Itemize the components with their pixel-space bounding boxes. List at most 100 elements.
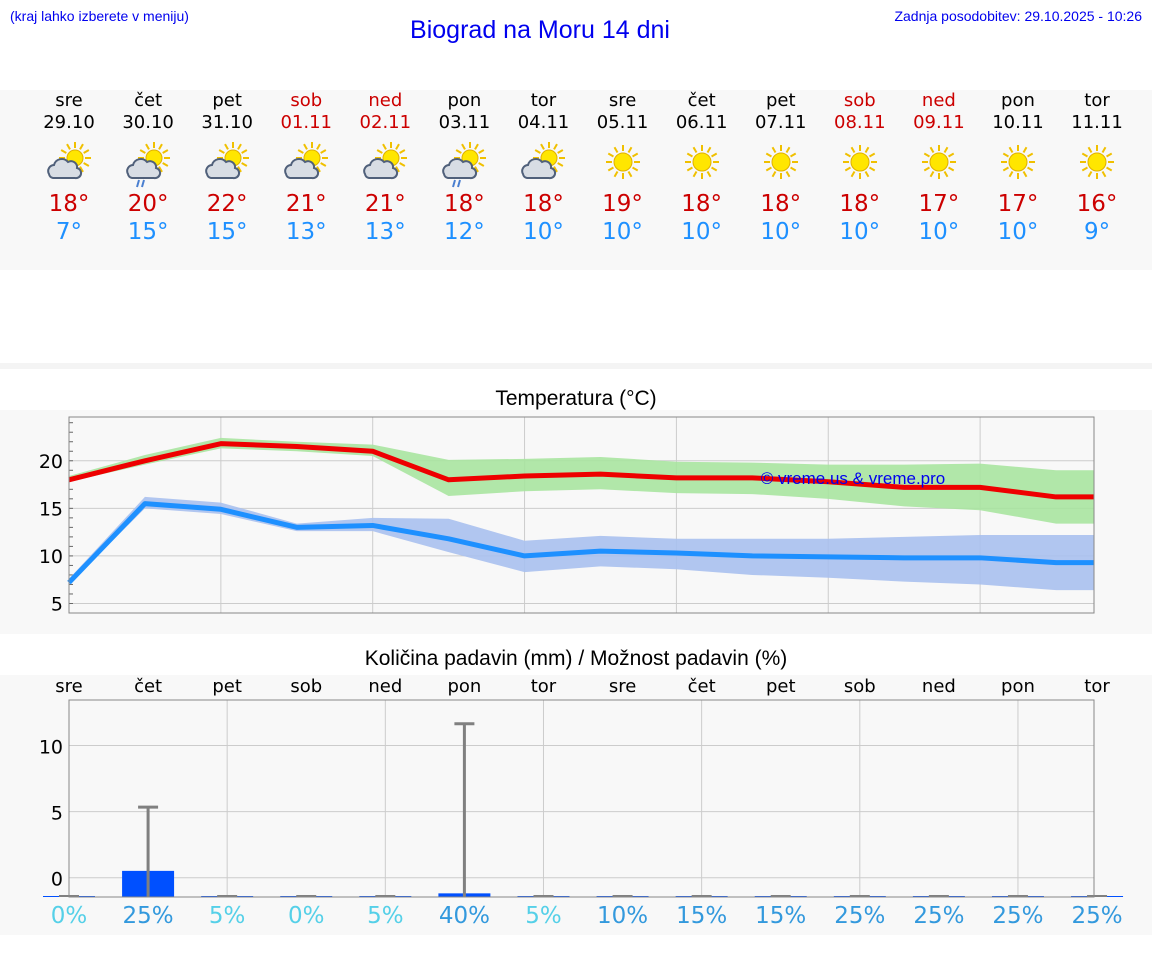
day-column: sre 05.11 19° 10°: [583, 90, 663, 246]
temp-max: 21°: [364, 191, 406, 217]
day-date: 06.11: [675, 112, 728, 133]
day-column: tor 11.11 16° 9°: [1057, 90, 1137, 246]
sun-icon: [990, 140, 1046, 188]
precip-probability: 0%: [50, 903, 88, 929]
day-column: tor 04.11 18° 10°: [503, 90, 583, 246]
y-tick-label: 20: [39, 451, 63, 473]
temp-min: 10°: [523, 219, 564, 245]
partly-cloudy-icon: [278, 140, 334, 188]
day-name: pet: [212, 90, 242, 111]
plot-frame: [68, 699, 1095, 898]
day-date: 01.11: [280, 112, 332, 133]
x-tick-label: tor: [531, 676, 557, 697]
partly-cloudy-icon: [199, 140, 255, 188]
day-name: pon: [447, 90, 482, 111]
precip-probability: 15%: [755, 903, 807, 929]
day-name: ned: [921, 90, 956, 111]
day-date: 04.11: [517, 112, 570, 133]
x-tick-label: pon: [447, 676, 481, 697]
x-tick-label: sob: [290, 676, 322, 697]
temp-max: 20°: [127, 191, 169, 217]
precip-chart-title: Količina padavin (mm) / Možnost padavin …: [364, 647, 788, 670]
watermark: © vreme.us & vreme.pro: [761, 469, 945, 488]
temp-min: 13°: [364, 219, 406, 245]
temp-min: 15°: [127, 219, 169, 245]
day-name: tor: [1084, 90, 1110, 111]
precip-probability: 25%: [1071, 903, 1123, 929]
temp-max: 18°: [760, 191, 802, 217]
day-date: 02.11: [359, 112, 412, 133]
precip-probability: 25%: [122, 903, 174, 929]
y-tick-label: 5: [51, 593, 63, 615]
day-column: čet 06.11 18° 10°: [662, 90, 742, 246]
day-name: čet: [134, 90, 163, 111]
x-tick-label: pon: [1001, 676, 1035, 697]
precip-probability: 15%: [676, 903, 728, 929]
day-column: pet 07.11 18° 10°: [741, 90, 821, 246]
precip-probability: 5%: [525, 903, 562, 929]
day-name: čet: [687, 90, 716, 111]
temp-max: 17°: [918, 191, 960, 217]
temp-max: 17°: [997, 191, 1039, 217]
cloud-rain-sun-icon: [120, 140, 176, 188]
x-tick-label: tor: [1084, 676, 1110, 697]
max-range-band: [69, 437, 1094, 524]
partly-cloudy-icon: [41, 140, 97, 188]
sun-icon: [911, 140, 967, 188]
day-column: ned 09.11 17° 10°: [899, 90, 979, 246]
day-name: sob: [290, 90, 323, 111]
location-hint: (kraj lahko izberete v meniju): [10, 8, 189, 24]
precip-probability: 10%: [596, 903, 649, 929]
temp-max: 16°: [1076, 191, 1118, 217]
x-tick-label: pet: [212, 676, 242, 697]
temp-min: 10°: [681, 219, 723, 245]
day-date: 31.10: [201, 112, 253, 133]
day-date: 03.11: [438, 112, 491, 133]
page-title: Biograd na Moru 14 dni: [410, 16, 670, 44]
sun-icon: [832, 140, 888, 188]
divider: [0, 363, 1152, 369]
min-range-band: [69, 496, 1094, 591]
day-date: 10.11: [992, 112, 1044, 133]
day-name: sob: [843, 90, 876, 111]
day-name: pon: [1001, 90, 1035, 111]
day-name: pet: [765, 90, 796, 111]
temp-min: 12°: [444, 219, 485, 245]
temp-min: 7°: [55, 219, 83, 245]
temp-max: 18°: [523, 191, 564, 217]
x-tick-label: čet: [688, 676, 716, 697]
plot-area: [69, 700, 1094, 897]
day-column: sob 08.11 18° 10°: [820, 90, 900, 246]
day-name: ned: [368, 90, 403, 111]
day-column: ned 02.11 21° 13°: [345, 90, 425, 246]
temp-min: 13°: [285, 219, 327, 245]
day-date: 11.11: [1071, 112, 1123, 133]
day-column: pet 31.10 22° 15°: [187, 90, 267, 246]
temp-min: 10°: [997, 219, 1039, 245]
x-tick-label: sre: [609, 676, 636, 697]
temp-max: 18°: [444, 191, 485, 217]
precip-probability: 25%: [834, 903, 886, 929]
day-name: sre: [55, 90, 83, 111]
temperature-chart-title: Temperatura (°C): [495, 387, 657, 410]
temp-max: 18°: [48, 191, 90, 217]
temp-max: 19°: [602, 191, 643, 217]
precip-probability: 25%: [992, 903, 1044, 929]
sun-icon: [1069, 140, 1125, 188]
cloud-rain-sun-icon: [436, 140, 492, 188]
day-date: 09.11: [913, 112, 965, 133]
temp-min: 10°: [760, 219, 802, 245]
forecast-strip: sre 29.10 18° 7° čet 30.10 20° 15° pet 31.10 22° 15…: [0, 90, 1152, 270]
sun-icon: [595, 140, 651, 188]
day-column: pon 03.11 18° 12°: [424, 90, 504, 246]
day-name: tor: [530, 90, 557, 111]
temp-max: 18°: [681, 191, 723, 217]
y-tick-label: 10: [39, 546, 63, 568]
temp-max: 22°: [206, 191, 248, 217]
temp-min: 15°: [206, 219, 248, 245]
precip-probability: 5%: [208, 903, 246, 929]
x-tick-label: čet: [134, 676, 162, 697]
x-tick-label: pet: [766, 676, 796, 697]
temp-max: 21°: [285, 191, 327, 217]
